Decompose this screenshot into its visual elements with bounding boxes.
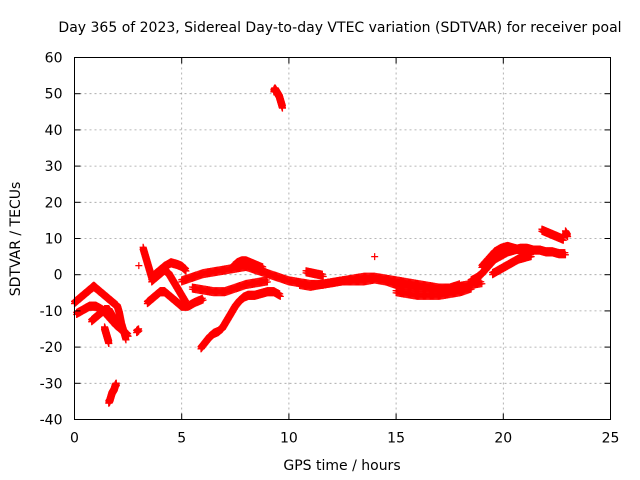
x-tick-label: 25 (602, 431, 620, 447)
y-tick-label: 30 (45, 159, 63, 175)
x-tick-label: 0 (70, 431, 79, 447)
point-morning-a (182, 267, 190, 275)
y-tick-label: -40 (40, 413, 63, 429)
point-morning-c (182, 300, 190, 308)
x-tick-labels: 0 5 10 15 20 25 (70, 431, 619, 447)
x-tick-label: 5 (177, 431, 186, 447)
point-isolated-14 (371, 253, 379, 261)
y-tick-label: -20 (40, 340, 63, 356)
x-tick-label: 20 (494, 431, 512, 447)
x-tick-label: 15 (387, 431, 405, 447)
y-tick-label: -30 (40, 376, 63, 392)
y-tick-label: -10 (40, 304, 63, 320)
point-drop-near-1.5 (105, 339, 113, 347)
y-tick-label: 10 (45, 232, 63, 248)
x-tick-label: 10 (280, 431, 298, 447)
grid-lines (74, 57, 611, 420)
chart-title: Day 365 of 2023, Sidereal Day-to-day VTE… (58, 20, 621, 36)
point-arc-early-3 (113, 321, 121, 329)
x-axis-label: GPS time / hours (283, 458, 400, 474)
y-tick-label: 50 (45, 87, 63, 103)
point-midday-band (478, 280, 486, 288)
y-axis-label: SDTVAR / TECUs (8, 182, 24, 297)
data-points (71, 84, 572, 407)
point-arc-early-2 (124, 332, 132, 340)
point-low-cluster (112, 381, 120, 389)
y-tick-labels: -40 -30 -20 -10 0 10 20 30 40 50 60 (40, 51, 63, 429)
point-isolated-3.0 (135, 262, 143, 270)
y-tick-label: 0 (54, 268, 63, 284)
point-isolated-2.9 (135, 327, 143, 335)
y-tick-label: 20 (45, 195, 63, 211)
y-tick-label: 60 (45, 51, 63, 67)
point-morning-b (199, 296, 207, 304)
y-tick-label: 40 (45, 123, 63, 139)
